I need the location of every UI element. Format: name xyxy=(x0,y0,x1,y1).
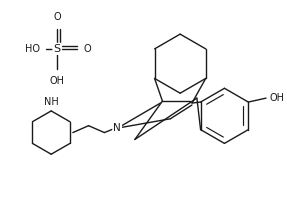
Text: O: O xyxy=(53,12,61,22)
Text: OH: OH xyxy=(50,76,65,86)
Text: S: S xyxy=(54,44,61,54)
Text: HO: HO xyxy=(25,44,40,54)
Text: N: N xyxy=(113,123,121,133)
Text: NH: NH xyxy=(44,97,59,107)
Text: O: O xyxy=(84,44,92,54)
Text: OH: OH xyxy=(270,93,285,103)
